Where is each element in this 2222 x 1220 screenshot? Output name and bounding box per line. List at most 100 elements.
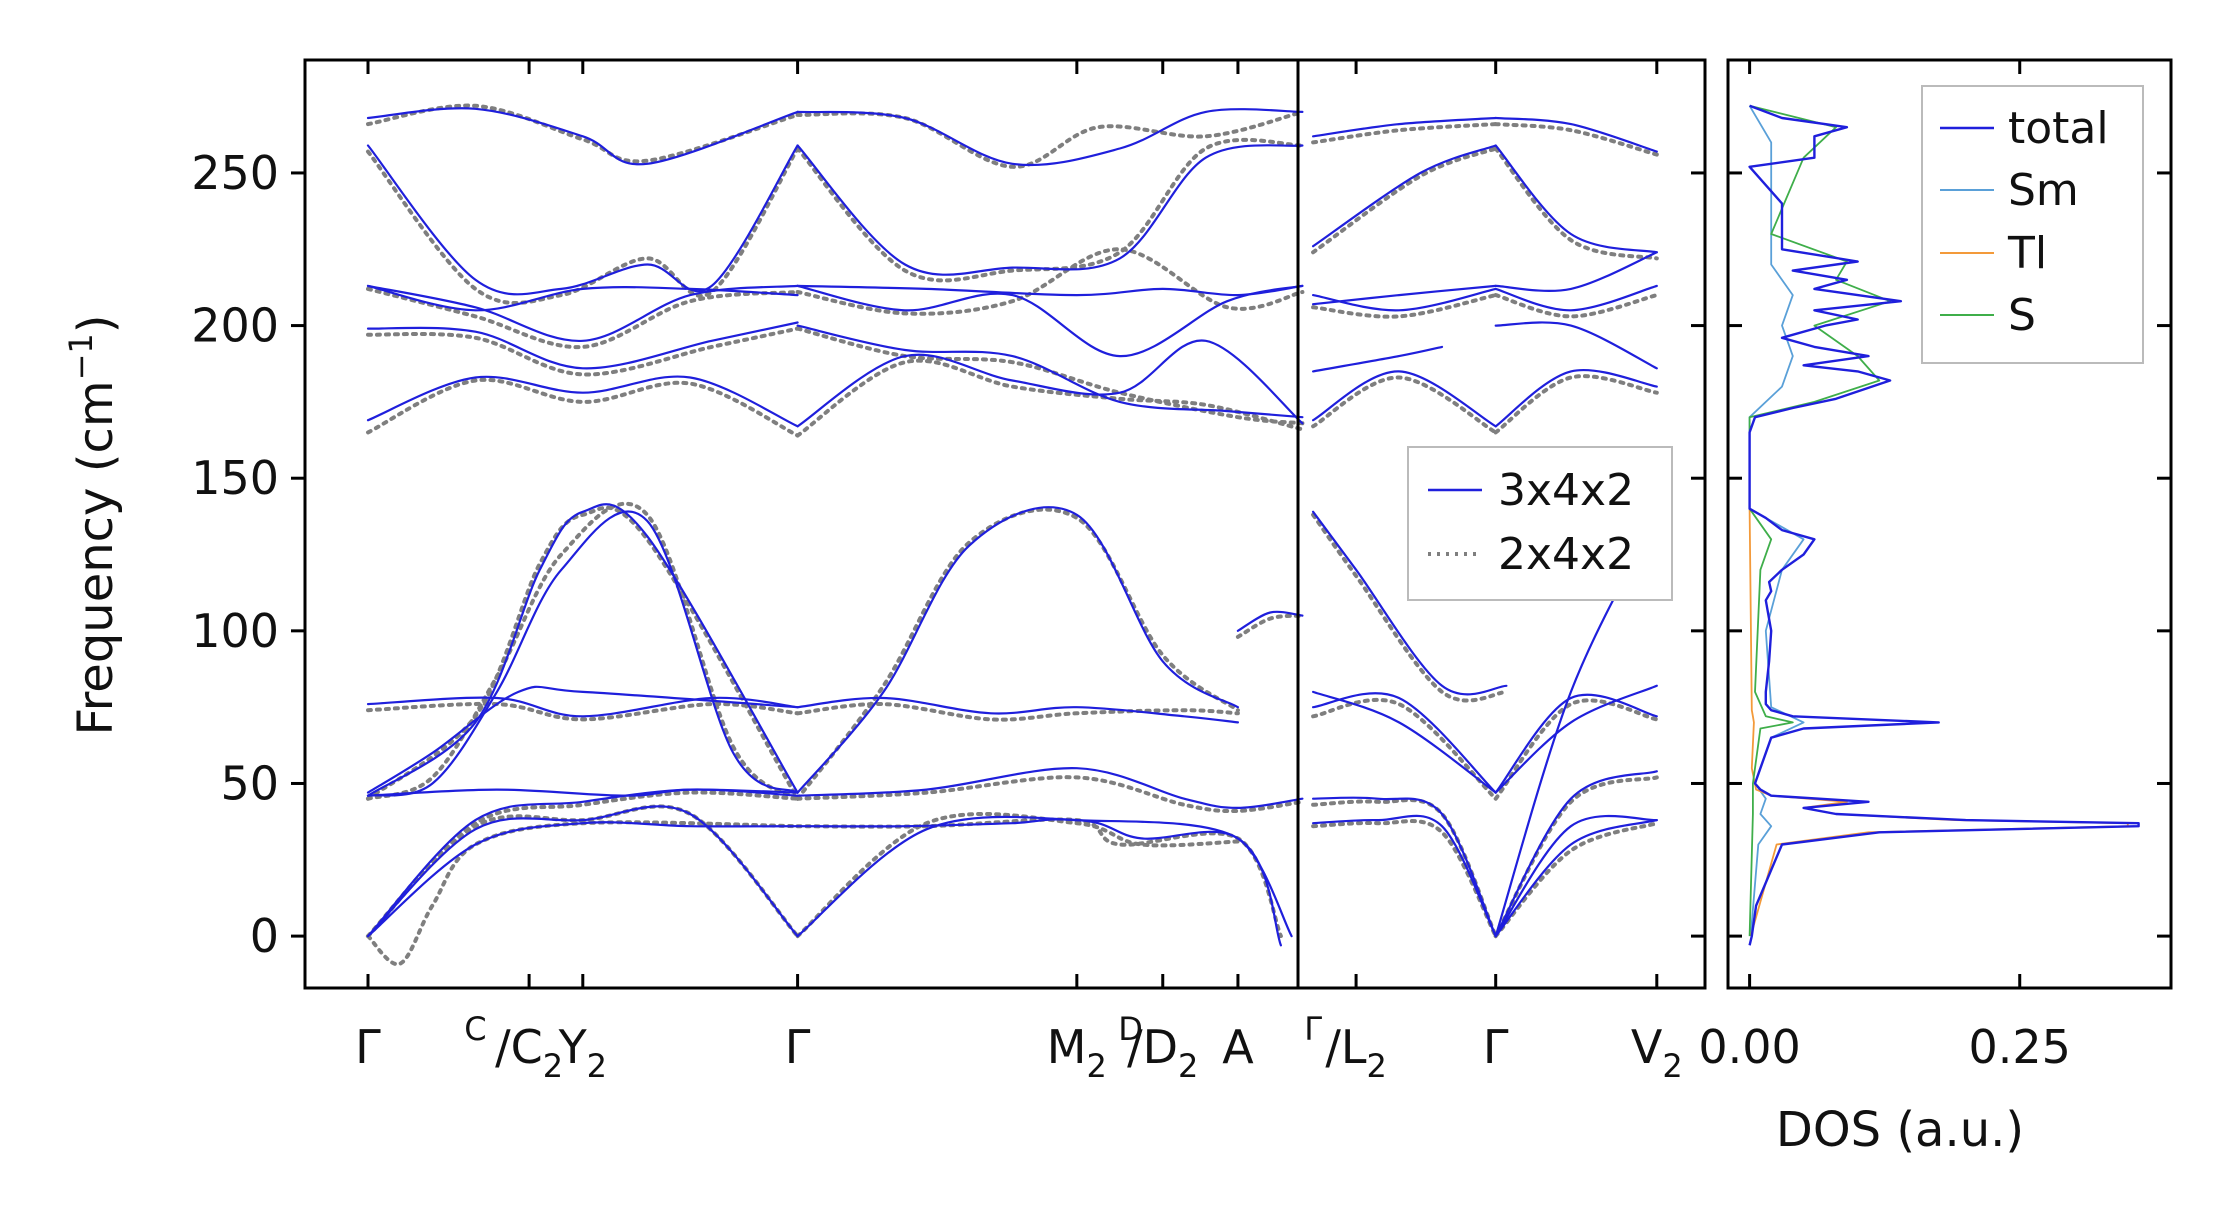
dos-xtick-label: 0.00 (1698, 1020, 1800, 1074)
band-2x4x2-18 (366, 146, 800, 305)
band-3x4x2-31 (1312, 692, 1497, 794)
band-2x4x2-13 (795, 358, 1305, 438)
band-3x4x2-25 (796, 108, 1304, 167)
dos-legend: total Sm Tl S (1921, 85, 2144, 364)
band-2x4x2-26 (1311, 697, 1498, 801)
band-3x4x2-44 (1494, 251, 1658, 292)
band-3x4x2-0 (366, 821, 799, 938)
band-3x4x2-33 (1312, 510, 1508, 696)
band-2x4x2-12 (366, 377, 800, 438)
band-xtick-label: /L2 (1325, 1020, 1387, 1085)
band-3x4x2-19 (796, 284, 1304, 358)
band-2x4x2-28 (1311, 512, 1509, 703)
band-xtick-label: D (1118, 1010, 1143, 1048)
band-3x4x2-17 (796, 324, 1304, 419)
band-ytick-label: 50 (220, 756, 279, 810)
band-2x4x2-4 (366, 790, 800, 939)
legend-label-2x4x2: 2x4x2 (1498, 529, 1634, 580)
dos-legend-label-sm: Sm (2008, 165, 2079, 216)
band-2x4x2-5 (795, 775, 1305, 814)
band-xtick-label: /C2 (495, 1020, 563, 1085)
band-xtick-label: Y2 (558, 1020, 607, 1085)
band-ytick-label: 0 (250, 909, 279, 963)
band-3x4x2-30 (1494, 770, 1658, 938)
band-3x4x2-38 (1494, 369, 1658, 428)
y-label-superscript: −1 (62, 333, 100, 380)
band-2x4x2-20 (366, 103, 800, 164)
dos-lines (1748, 104, 2140, 946)
band-3x4x2-23 (796, 144, 1304, 276)
band-3x4x2-32 (1494, 693, 1658, 794)
band-3x4x2-10 (366, 696, 799, 718)
band-2x4x2-16 (366, 286, 800, 349)
band-3x4x2-7 (366, 510, 799, 797)
band-3x4x2-43 (1312, 284, 1497, 306)
band-2x4x2-30 (1493, 374, 1659, 435)
band-xtick-label: C (464, 1010, 486, 1048)
y-label-main: Frequency (cm (68, 380, 124, 735)
band-xtick-label: /D2 (1127, 1020, 1198, 1085)
band-3x4x2-15 (796, 339, 1304, 428)
band-ytick-label: 250 (191, 146, 279, 200)
dos-legend-label-s: S (2008, 290, 2036, 341)
band-2x4x2-14 (366, 326, 800, 377)
band-2x4x2-9 (366, 701, 800, 722)
dos-xtick-label: 0.25 (1969, 1020, 2071, 1074)
band-y-ticks: 0 50 100 150 200 250 (191, 146, 1705, 963)
band-3x4x2-3 (796, 815, 1293, 938)
band-3x4x2-29 (1312, 796, 1497, 938)
legend-frame (1407, 446, 1673, 601)
band-3x4x2-14 (366, 375, 799, 428)
band-3x4x2-41 (1312, 287, 1497, 312)
band-xtick-label: Γ (785, 1020, 811, 1074)
band-3x4x2-21 (796, 284, 1304, 297)
band-3x4x2-13 (1236, 610, 1304, 632)
dos-line-total (1748, 104, 2140, 946)
band-3x4x2-28 (1494, 814, 1658, 938)
band-legend: 3x4x2 2x4x2 (1407, 446, 1673, 601)
dos-legend-label-total: total (2008, 103, 2109, 154)
band-xtick-label: Γ (1483, 1020, 1509, 1074)
band-3x4x2-20 (366, 284, 799, 312)
band-3x4x2-27 (1494, 819, 1658, 938)
band-2x4x2-3 (795, 811, 1240, 939)
y-label-close: ) (68, 314, 124, 333)
band-3x4x2-5 (796, 767, 1304, 810)
band-xtick-label: A (1222, 1020, 1254, 1074)
band-xtick-label: Γ (1304, 1010, 1322, 1048)
dos-y-ticks (1728, 171, 2171, 938)
band-lines (366, 103, 1659, 967)
band-3x4x2-47 (1312, 116, 1497, 138)
band-3x4x2-35 (1494, 684, 1658, 794)
band-3x4x2-26 (1312, 814, 1497, 938)
band-3x4x2-46 (1494, 144, 1658, 254)
band-3x4x2-40 (1494, 321, 1658, 370)
band-xtick-label: Γ (355, 1020, 381, 1074)
dos-legend-label-tl: Tl (2007, 228, 2047, 279)
band-2x4x2-6 (366, 501, 800, 801)
band-3x4x2-48 (1494, 116, 1658, 153)
band-3x4x2-11 (796, 696, 1239, 724)
band-3x4x2-39 (1312, 345, 1444, 373)
dos-x-axis-label: DOS (a.u.) (1776, 1102, 2024, 1158)
band-plot-frame (303, 58, 1707, 990)
band-ytick-label: 200 (191, 299, 279, 353)
band-2x4x2-29 (1311, 375, 1498, 435)
band-2x4x2-31 (1311, 293, 1498, 319)
band-y-axis-label: Frequency (cm−1) (62, 314, 124, 735)
band-3x4x2-2 (366, 805, 799, 938)
band-3x4x2-37 (1312, 370, 1497, 428)
dos-legend-frame (1921, 85, 2144, 364)
band-3x4x2-9 (366, 503, 799, 797)
band-2x4x2-36 (1493, 122, 1659, 157)
band-2x4x2-33 (1311, 146, 1498, 255)
band-2x4x2-32 (1493, 293, 1659, 319)
band-3x4x2-12 (366, 685, 799, 794)
dos-plot-frame (1726, 58, 2173, 990)
band-ytick-label: 150 (191, 451, 279, 505)
band-3x4x2-22 (366, 144, 799, 296)
band-3x4x2-8 (796, 506, 1239, 794)
band-2x4x2-34 (1493, 146, 1659, 261)
